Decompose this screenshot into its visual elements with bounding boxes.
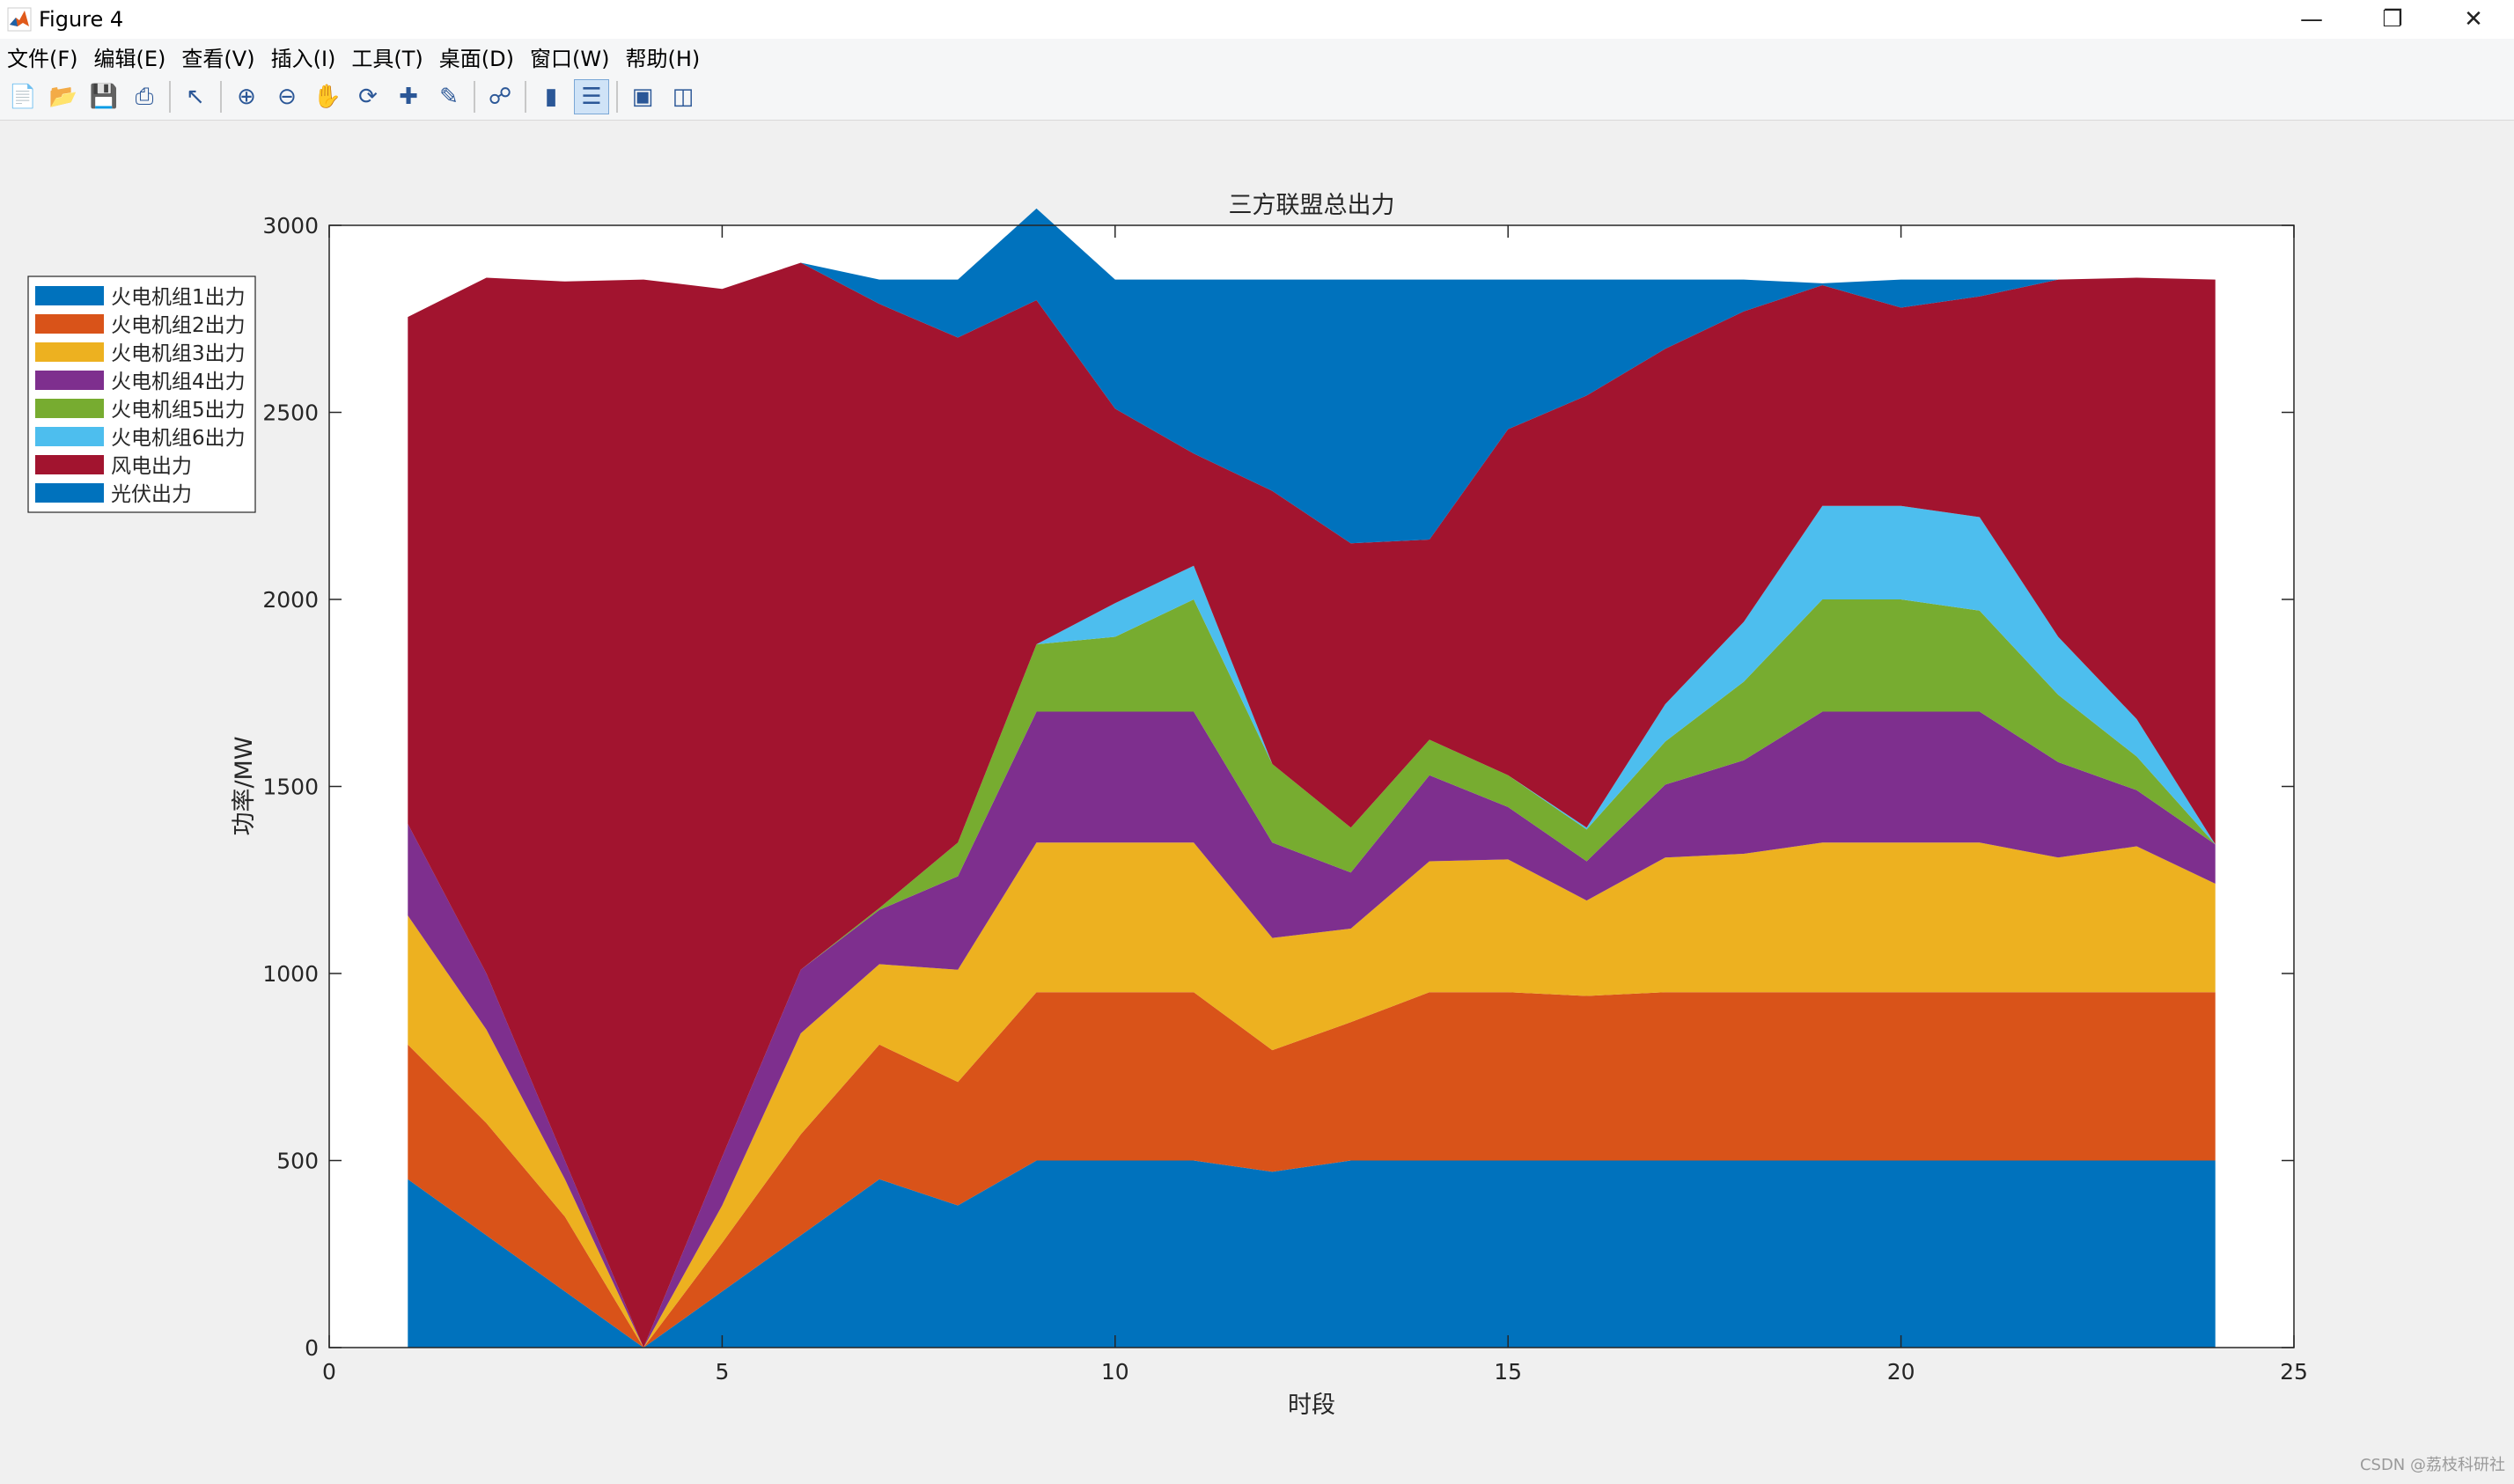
menu-bar: 文件(F) 编辑(E) 查看(V) 插入(I) 工具(T) 桌面(D) 窗口(W…	[0, 39, 2514, 74]
pointer-icon[interactable]: ↖	[186, 84, 205, 110]
area-series-4	[408, 711, 2216, 1348]
menu-desktop[interactable]: 桌面(D)	[438, 46, 514, 71]
y-tick-label: 2000	[262, 587, 319, 613]
area-series-1	[408, 1160, 2216, 1348]
toolbar-separator	[474, 81, 475, 113]
print-icon[interactable]: ⎙	[135, 83, 154, 110]
area-series-8	[408, 208, 2216, 544]
minimize-icon[interactable]: —	[2300, 6, 2323, 33]
window-title: Figure 4	[39, 7, 124, 32]
menu-insert[interactable]: 插入(I)	[270, 46, 336, 71]
link-plot-icon[interactable]: ☍	[488, 84, 512, 110]
legend-label: 火电机组6出力	[111, 427, 246, 450]
y-tick-label: 500	[276, 1149, 319, 1174]
axes-box	[328, 224, 2295, 1348]
legend[interactable]: 火电机组1出力火电机组2出力火电机组3出力火电机组4出力火电机组5出力火电机组6…	[27, 275, 256, 513]
toolbar-separator	[616, 81, 618, 113]
y-tick-label: 0	[305, 1335, 319, 1361]
legend-icon[interactable]: ☰	[574, 79, 609, 114]
save-icon[interactable]: 💾	[89, 84, 119, 110]
legend-swatch	[35, 455, 104, 474]
zoom-in-icon[interactable]: ⊕	[237, 84, 256, 110]
legend-label: 火电机组1出力	[111, 286, 246, 309]
legend-swatch	[35, 371, 104, 390]
legend-label: 火电机组3出力	[111, 342, 246, 365]
y-tick-label: 1500	[262, 775, 319, 800]
menu-edit[interactable]: 编辑(E)	[93, 46, 166, 71]
legend-swatch	[35, 399, 104, 418]
toolbar-separator	[169, 81, 171, 113]
title-bar: Figure 4 — ❐ ✕	[0, 0, 2514, 39]
zoom-out-icon[interactable]: ⊖	[277, 84, 297, 110]
y-tick-label: 3000	[262, 213, 319, 239]
rotate-icon[interactable]: ⟳	[358, 84, 378, 110]
legend-label: 光伏出力	[111, 483, 192, 506]
open-file-icon[interactable]: 📂	[48, 84, 78, 110]
matlab-icon	[7, 7, 32, 32]
legend-label: 火电机组2出力	[111, 314, 246, 337]
watermark: CSDN @荔枝科研社	[2359, 1456, 2505, 1474]
y-tick-label: 2500	[262, 400, 319, 426]
window-controls: — ❐ ✕	[2271, 0, 2514, 39]
legend-label: 风电出力	[111, 455, 192, 478]
x-tick-label: 5	[715, 1359, 729, 1385]
menu-help[interactable]: 帮助(H)	[625, 46, 701, 71]
chart: 0 5 10 15 20 25 0 500 1000 1500 2000 2500 3000 三方联盟总…	[27, 192, 2308, 1419]
x-tick-label: 0	[322, 1359, 336, 1385]
show-plot-tools-icon[interactable]: ◫	[672, 84, 695, 110]
close-icon[interactable]: ✕	[2464, 6, 2483, 33]
y-tick-label: 1000	[262, 961, 319, 987]
legend-swatch	[35, 314, 104, 334]
figure-canvas: 0 5 10 15 20 25 0 500 1000 1500 2000 2500 3000 三方联盟总…	[0, 121, 2514, 1480]
legend-swatch	[35, 427, 104, 446]
data-cursor-icon[interactable]: ✚	[399, 84, 418, 110]
area-series-2	[408, 992, 2216, 1348]
area-series-7	[408, 262, 2216, 1348]
menu-view[interactable]: 查看(V)	[181, 46, 255, 71]
x-tick-label: 25	[2280, 1359, 2308, 1385]
menu-window[interactable]: 窗口(W)	[530, 46, 610, 71]
brush-icon[interactable]: ✎	[439, 84, 459, 110]
legend-swatch	[35, 286, 104, 305]
toolbar-separator	[220, 81, 222, 113]
y-axis-label: 功率/MW	[231, 736, 258, 835]
chart-title: 三方联盟总出力	[1229, 192, 1395, 219]
area-series-3	[408, 842, 2216, 1348]
restore-icon[interactable]: ❐	[2382, 6, 2403, 33]
hide-plot-tools-icon[interactable]: ▣	[631, 84, 654, 110]
legend-label: 火电机组4出力	[111, 371, 246, 393]
legend-swatch	[35, 342, 104, 362]
new-figure-icon[interactable]: 📄	[8, 84, 38, 110]
toolbar: 📄 📂 💾 ⎙ ↖ ⊕ ⊖ ✋ ⟳ ✚ ✎ ☍ ▮ ☰ ▣ ◫	[0, 74, 2514, 121]
x-axis-label: 时段	[1288, 1392, 1335, 1419]
area-series-5	[408, 599, 2216, 1348]
menu-tools[interactable]: 工具(T)	[351, 46, 423, 71]
legend-swatch	[35, 483, 104, 503]
x-tick-label: 10	[1101, 1359, 1129, 1385]
colorbar-icon[interactable]: ▮	[544, 84, 558, 110]
legend-label: 火电机组5出力	[111, 399, 246, 422]
x-tick-label: 20	[1887, 1359, 1915, 1385]
area-series-group	[408, 208, 2216, 1348]
menu-file[interactable]: 文件(F)	[7, 46, 78, 71]
pan-icon[interactable]: ✋	[312, 84, 342, 110]
x-tick-label: 15	[1494, 1359, 1522, 1385]
tick-group: 0 5 10 15 20 25 0 500 1000 1500 2000 2500 3000	[262, 213, 2308, 1385]
toolbar-separator	[525, 81, 526, 113]
